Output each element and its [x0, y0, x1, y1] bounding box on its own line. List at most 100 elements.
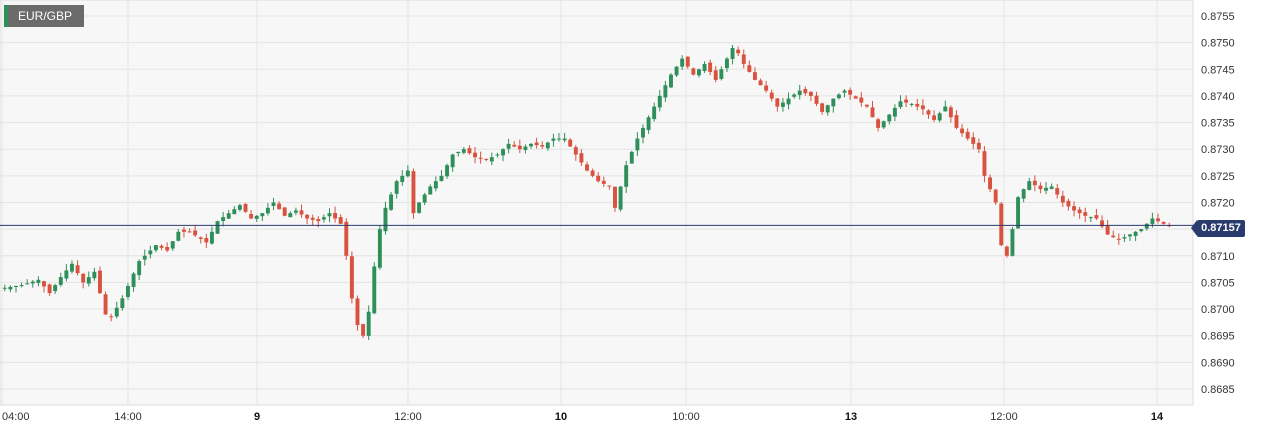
candle: [58, 272, 63, 287]
candle: [517, 139, 522, 154]
candle: [299, 204, 304, 218]
candle: [445, 163, 450, 179]
candle: [243, 203, 248, 213]
candle: [1133, 230, 1138, 242]
candle: [708, 59, 713, 76]
candle: [64, 264, 69, 282]
candle: [842, 89, 847, 98]
candle: [1111, 230, 1116, 238]
candle: [506, 138, 511, 154]
candle: [1032, 175, 1037, 192]
candle: [1083, 207, 1088, 223]
y-tick-label: 0.8755: [1201, 11, 1235, 23]
candle: [19, 282, 24, 288]
candle: [226, 209, 231, 219]
y-tick-label: 0.8685: [1201, 384, 1235, 396]
candle: [417, 201, 422, 214]
candle: [545, 141, 550, 151]
candle: [1077, 207, 1082, 219]
candle: [193, 224, 198, 238]
candle: [1038, 182, 1043, 194]
candle: [1004, 245, 1009, 258]
candle: [629, 150, 634, 164]
candle: [937, 111, 942, 123]
y-tick-label: 0.8750: [1201, 38, 1235, 50]
candle: [1049, 183, 1054, 190]
candle: [954, 110, 959, 130]
y-tick-label: 0.8725: [1201, 171, 1235, 183]
candles: [2, 45, 1172, 341]
candle: [814, 91, 819, 107]
candle: [288, 211, 293, 218]
candle: [282, 207, 287, 217]
candle: [14, 285, 18, 293]
candle: [187, 228, 192, 233]
x-tick-label: 14:00: [114, 411, 142, 423]
candle: [876, 117, 881, 132]
candle: [209, 226, 214, 245]
candle: [422, 192, 427, 206]
candle: [1105, 219, 1110, 236]
candle: [1066, 198, 1071, 211]
x-tick-label: 10: [555, 411, 567, 423]
y-axis-ticks: 0.8755 0.8750 0.8745 0.8740 0.8735 0.8730 0.87…: [1201, 11, 1235, 396]
x-tick-label: 12:00: [990, 411, 1018, 423]
candle: [215, 220, 220, 234]
candle: [467, 145, 472, 155]
candle: [523, 144, 528, 154]
symbol-badge[interactable]: EUR/GBP: [4, 5, 84, 27]
candle: [198, 236, 203, 244]
x-tick-label: 14: [1151, 411, 1164, 423]
candle: [165, 242, 170, 253]
candle: [764, 80, 769, 93]
x-tick-label: 12:00: [394, 411, 422, 423]
candle: [411, 168, 416, 219]
y-tick-label: 0.8700: [1201, 304, 1235, 316]
candle: [176, 228, 181, 242]
candle: [1055, 184, 1060, 199]
candle: [965, 128, 970, 141]
candle: [372, 262, 377, 315]
candle: [641, 124, 645, 144]
candle: [86, 271, 91, 287]
candle: [646, 115, 651, 134]
candle: [780, 98, 785, 112]
candle: [573, 144, 578, 161]
candle: [825, 104, 830, 116]
candle: [109, 313, 114, 322]
candle: [204, 233, 209, 249]
candle: [383, 201, 388, 235]
candle: [769, 89, 774, 102]
candle: [685, 56, 690, 69]
candle: [736, 46, 741, 56]
candle: [976, 138, 981, 154]
candle: [904, 95, 909, 108]
candle: [450, 153, 455, 172]
candle: [265, 203, 270, 216]
candle: [752, 67, 757, 81]
candle: [719, 66, 724, 81]
candle: [747, 60, 752, 73]
candle: [786, 92, 791, 110]
candle: [1128, 233, 1132, 242]
candle: [909, 103, 914, 107]
candle: [1060, 190, 1065, 208]
candle: [92, 267, 97, 281]
candle: [338, 214, 343, 225]
candle: [254, 215, 259, 222]
candle: [433, 176, 438, 192]
candle: [249, 209, 254, 220]
y-tick-label: 0.8690: [1201, 357, 1235, 369]
candle: [803, 86, 808, 96]
candle: [25, 279, 30, 285]
candle: [988, 174, 993, 192]
candle: [1122, 234, 1127, 242]
candle: [1156, 213, 1160, 224]
candle: [1027, 177, 1032, 191]
candle: [691, 67, 696, 76]
candle: [697, 68, 701, 78]
candle: [221, 211, 226, 227]
candle: [892, 104, 897, 122]
y-tick-label: 0.8735: [1201, 118, 1235, 130]
